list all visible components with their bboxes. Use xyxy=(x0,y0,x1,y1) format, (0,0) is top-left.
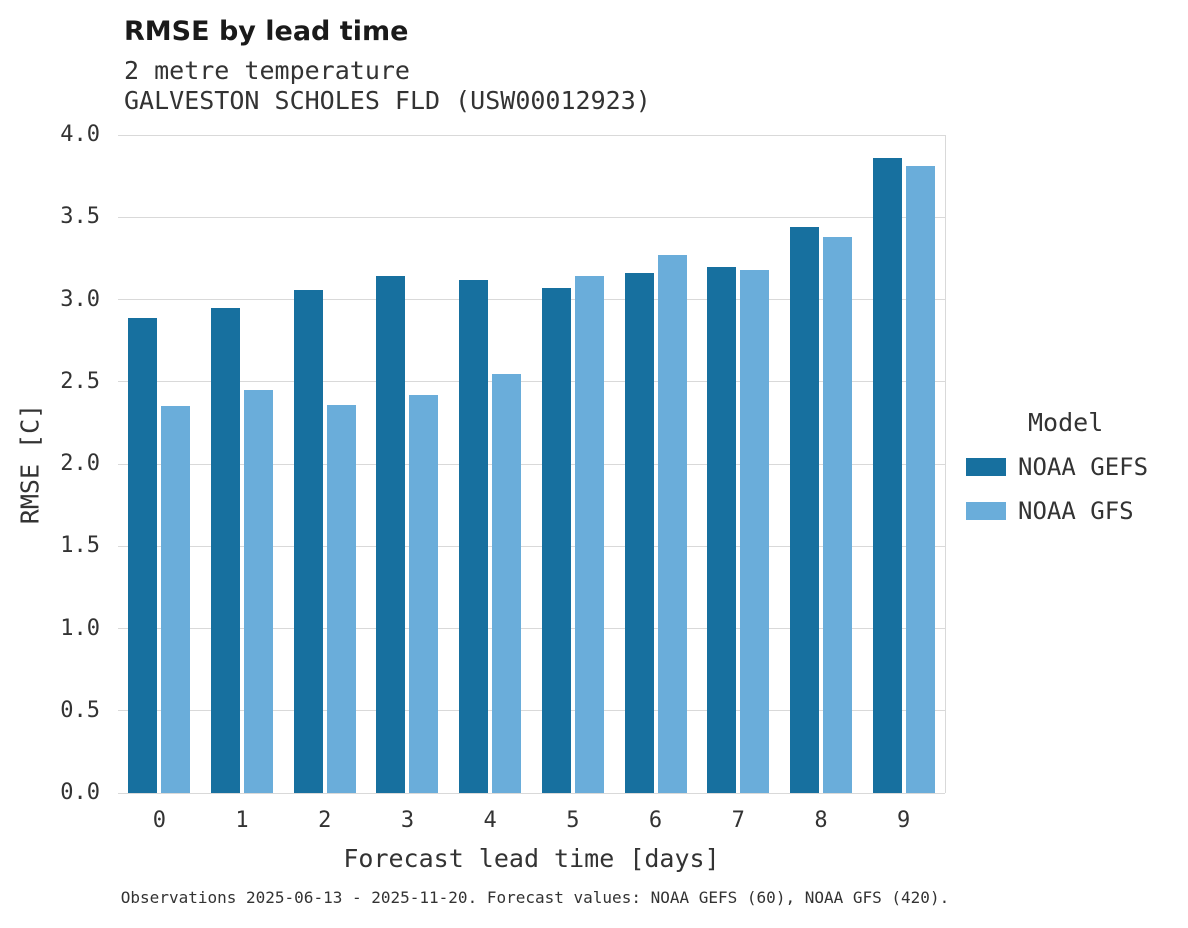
x-tick-label: 5 xyxy=(566,808,580,833)
gridline xyxy=(118,134,945,136)
y-tick-label: 3.0 xyxy=(60,286,100,312)
caption: Observations 2025-06-13 - 2025-11-20. Fo… xyxy=(120,888,950,907)
x-tick-label: 8 xyxy=(814,808,828,833)
y-tick-label: 2.0 xyxy=(60,451,100,476)
bar-noaa-gfs-lead-9 xyxy=(905,166,935,793)
bar-noaa-gefs-lead-9 xyxy=(872,158,902,793)
x-tick-label: 3 xyxy=(400,808,415,833)
x-axis-title: Forecast lead time [days] xyxy=(343,844,720,873)
gridline xyxy=(118,710,945,712)
bar-noaa-gfs-lead-5 xyxy=(574,276,604,793)
bar-noaa-gefs-lead-0 xyxy=(128,317,158,793)
bar-noaa-gefs-lead-1 xyxy=(211,307,241,793)
bar-noaa-gfs-lead-6 xyxy=(657,255,687,793)
x-tick-label: 6 xyxy=(648,808,663,833)
bar-noaa-gefs-lead-2 xyxy=(293,289,323,793)
gridline xyxy=(118,628,945,629)
chart-title: RMSE by lead time xyxy=(124,16,409,47)
gridline xyxy=(118,463,945,465)
bar-noaa-gefs-lead-4 xyxy=(459,279,489,793)
header: RMSE by lead time 2 metre temperature GA… xyxy=(124,16,651,116)
legend-label: NOAA GEFS xyxy=(1018,453,1149,481)
gridline xyxy=(118,381,945,383)
x-tick-label: 0 xyxy=(152,808,166,833)
legend-item: NOAA GFS xyxy=(966,497,1148,525)
y-tick-label: 2.5 xyxy=(60,368,100,394)
bar-noaa-gfs-lead-8 xyxy=(822,237,852,793)
bar-noaa-gefs-lead-8 xyxy=(789,227,819,793)
legend-items: NOAA GEFS NOAA GFS xyxy=(966,453,1148,525)
legend: Model NOAA GEFS NOAA GFS xyxy=(966,408,1148,541)
bar-noaa-gfs-lead-7 xyxy=(740,269,770,793)
bar-noaa-gefs-lead-7 xyxy=(707,266,737,793)
gridline xyxy=(118,792,945,794)
y-tick-label: 4.0 xyxy=(60,122,100,147)
bar-noaa-gefs-lead-3 xyxy=(376,276,406,793)
gridline xyxy=(118,216,945,218)
y-tick-label: 1.5 xyxy=(60,533,100,559)
x-tick-label: 9 xyxy=(897,808,911,833)
x-tick-label: 4 xyxy=(483,808,497,833)
bar-noaa-gefs-lead-5 xyxy=(541,288,571,793)
plot-area: 0.0 0.5 1.0 1.5 2.0 2.5 3.0 3.5 4.0 0 1 2 3 4 5 6 7 8 9 xyxy=(60,122,946,833)
legend-item: NOAA GEFS xyxy=(966,453,1148,481)
gridline xyxy=(118,299,945,300)
chart-subtitle: 2 metre temperature xyxy=(124,56,410,85)
bar-noaa-gfs-lead-1 xyxy=(244,389,274,793)
bar-noaa-gefs-lead-6 xyxy=(624,273,654,793)
station-label: GALVESTON SCHOLES FLD (USW00012923) xyxy=(124,86,651,115)
y-tick-label: 3.5 xyxy=(60,204,100,230)
x-tick-label: 2 xyxy=(318,808,332,833)
legend-swatch xyxy=(966,502,1006,520)
x-tick-label: 7 xyxy=(731,808,745,833)
bar-noaa-gfs-lead-0 xyxy=(161,406,191,793)
y-tick-label: 1.0 xyxy=(60,615,100,641)
bar-noaa-gfs-lead-2 xyxy=(326,404,356,793)
legend-label: NOAA GFS xyxy=(1018,497,1134,525)
x-tick-label: 1 xyxy=(235,808,249,833)
y-tick-label: 0.5 xyxy=(60,697,100,723)
y-tick-label: 0.0 xyxy=(60,780,100,805)
legend-title: Model xyxy=(1028,408,1104,437)
legend-swatch xyxy=(966,458,1006,476)
bar-noaa-gfs-lead-3 xyxy=(409,394,439,793)
bar-noaa-gfs-lead-4 xyxy=(492,373,522,793)
gridline xyxy=(118,545,945,547)
